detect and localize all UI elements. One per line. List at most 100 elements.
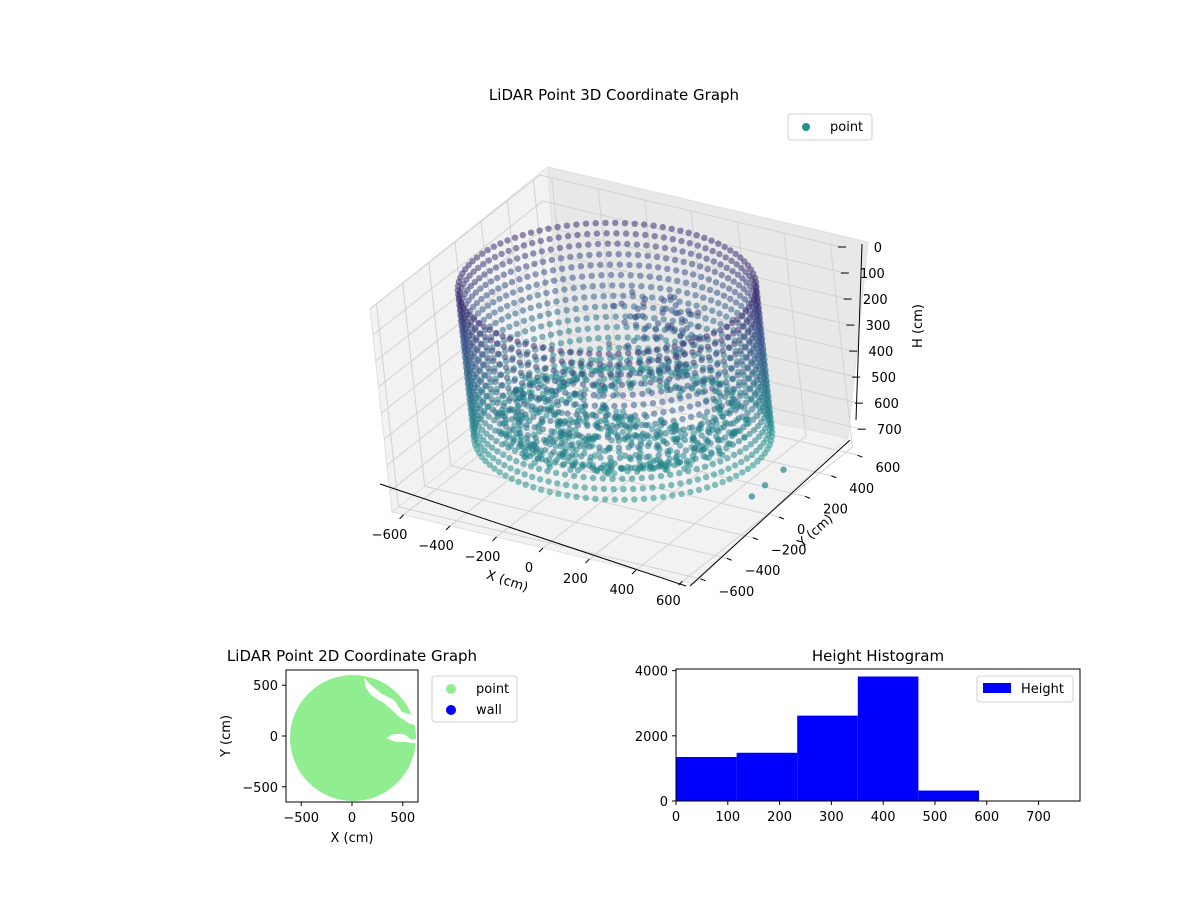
point-marker xyxy=(702,245,709,252)
point-marker xyxy=(479,426,486,433)
point-marker xyxy=(730,386,737,393)
point-marker xyxy=(743,455,750,462)
point-marker xyxy=(683,289,691,297)
point-marker xyxy=(608,465,615,472)
point-marker xyxy=(558,440,565,447)
point-marker xyxy=(522,340,529,348)
point-marker xyxy=(640,495,648,502)
point-marker xyxy=(546,235,553,243)
point-marker xyxy=(702,315,709,322)
point-marker xyxy=(521,328,529,335)
point-marker xyxy=(703,333,710,340)
point-marker xyxy=(672,302,679,309)
point-marker xyxy=(670,417,677,425)
point-marker xyxy=(593,314,600,321)
point-marker xyxy=(702,473,710,481)
point-marker xyxy=(659,309,666,316)
plot2d-point-cloud xyxy=(290,675,416,801)
point-marker xyxy=(603,324,611,331)
point-marker xyxy=(730,451,738,459)
point-marker xyxy=(600,392,607,399)
point-marker xyxy=(738,357,745,365)
point-marker xyxy=(598,371,605,378)
point-marker xyxy=(735,326,742,333)
point-marker xyxy=(615,350,622,357)
point-marker xyxy=(482,281,489,289)
point-marker xyxy=(640,401,647,408)
point-marker xyxy=(469,258,476,265)
point-marker xyxy=(677,480,684,487)
y-tick-mark xyxy=(804,495,811,499)
point-marker xyxy=(496,420,503,427)
point-marker xyxy=(663,440,670,447)
point-marker xyxy=(597,261,604,268)
point-marker xyxy=(578,453,585,460)
point-marker xyxy=(647,379,654,386)
point-marker xyxy=(682,361,689,369)
point-marker xyxy=(477,378,484,385)
point-marker xyxy=(700,377,707,384)
point-marker xyxy=(691,281,698,289)
point-marker xyxy=(627,272,634,279)
point-marker xyxy=(701,388,709,395)
point-marker xyxy=(492,427,499,434)
point-marker xyxy=(690,271,697,278)
point-marker xyxy=(678,405,685,412)
point-marker xyxy=(535,384,542,391)
point-marker xyxy=(645,322,652,330)
point-marker xyxy=(548,256,556,264)
x-tick-mark xyxy=(492,536,497,542)
point-marker xyxy=(592,357,600,364)
point-marker xyxy=(718,337,725,344)
point-marker xyxy=(590,392,597,399)
point-marker xyxy=(587,453,595,461)
point-marker xyxy=(618,381,626,389)
point-marker xyxy=(626,360,633,367)
point-marker xyxy=(549,267,557,274)
point-marker xyxy=(518,439,525,447)
point-marker xyxy=(694,242,701,249)
point-marker xyxy=(624,334,631,341)
z-tick-label: 500 xyxy=(871,371,896,386)
point-marker xyxy=(579,407,586,415)
point-marker xyxy=(717,392,724,399)
point-marker xyxy=(632,231,639,238)
point-marker xyxy=(684,382,691,389)
point-marker xyxy=(746,385,753,392)
point-marker xyxy=(741,343,749,350)
point-marker xyxy=(569,274,576,281)
point-marker xyxy=(735,282,743,289)
point-marker xyxy=(679,415,686,423)
point-marker xyxy=(693,465,700,473)
point-marker xyxy=(591,402,599,409)
point-marker xyxy=(704,484,711,491)
point-marker xyxy=(563,399,570,407)
point-marker xyxy=(729,268,736,275)
point-marker xyxy=(550,448,557,456)
point-marker xyxy=(490,455,497,462)
point-marker xyxy=(758,454,765,461)
point-marker xyxy=(705,276,712,283)
y-tick-label: 400 xyxy=(849,482,874,497)
point-marker xyxy=(745,374,752,382)
plot2d-area xyxy=(290,675,418,801)
point-marker xyxy=(560,275,567,283)
point-marker xyxy=(722,378,730,386)
point-marker xyxy=(619,475,626,482)
point-marker xyxy=(501,353,509,361)
point-marker xyxy=(652,326,660,333)
y-tick-mark xyxy=(700,578,706,582)
point-marker xyxy=(520,390,527,397)
point-marker xyxy=(632,321,640,329)
plot-2d: LiDAR Point 2D Coordinate Graph −500 0 500… xyxy=(219,647,518,846)
point-marker xyxy=(740,333,748,340)
point-marker xyxy=(691,369,698,377)
point-marker xyxy=(707,364,714,371)
point-marker xyxy=(571,390,578,397)
point-marker xyxy=(618,465,625,472)
point-marker xyxy=(483,344,490,351)
point-marker xyxy=(669,317,677,324)
point-marker xyxy=(689,424,696,431)
point-marker xyxy=(501,462,508,469)
point-marker xyxy=(594,240,602,248)
